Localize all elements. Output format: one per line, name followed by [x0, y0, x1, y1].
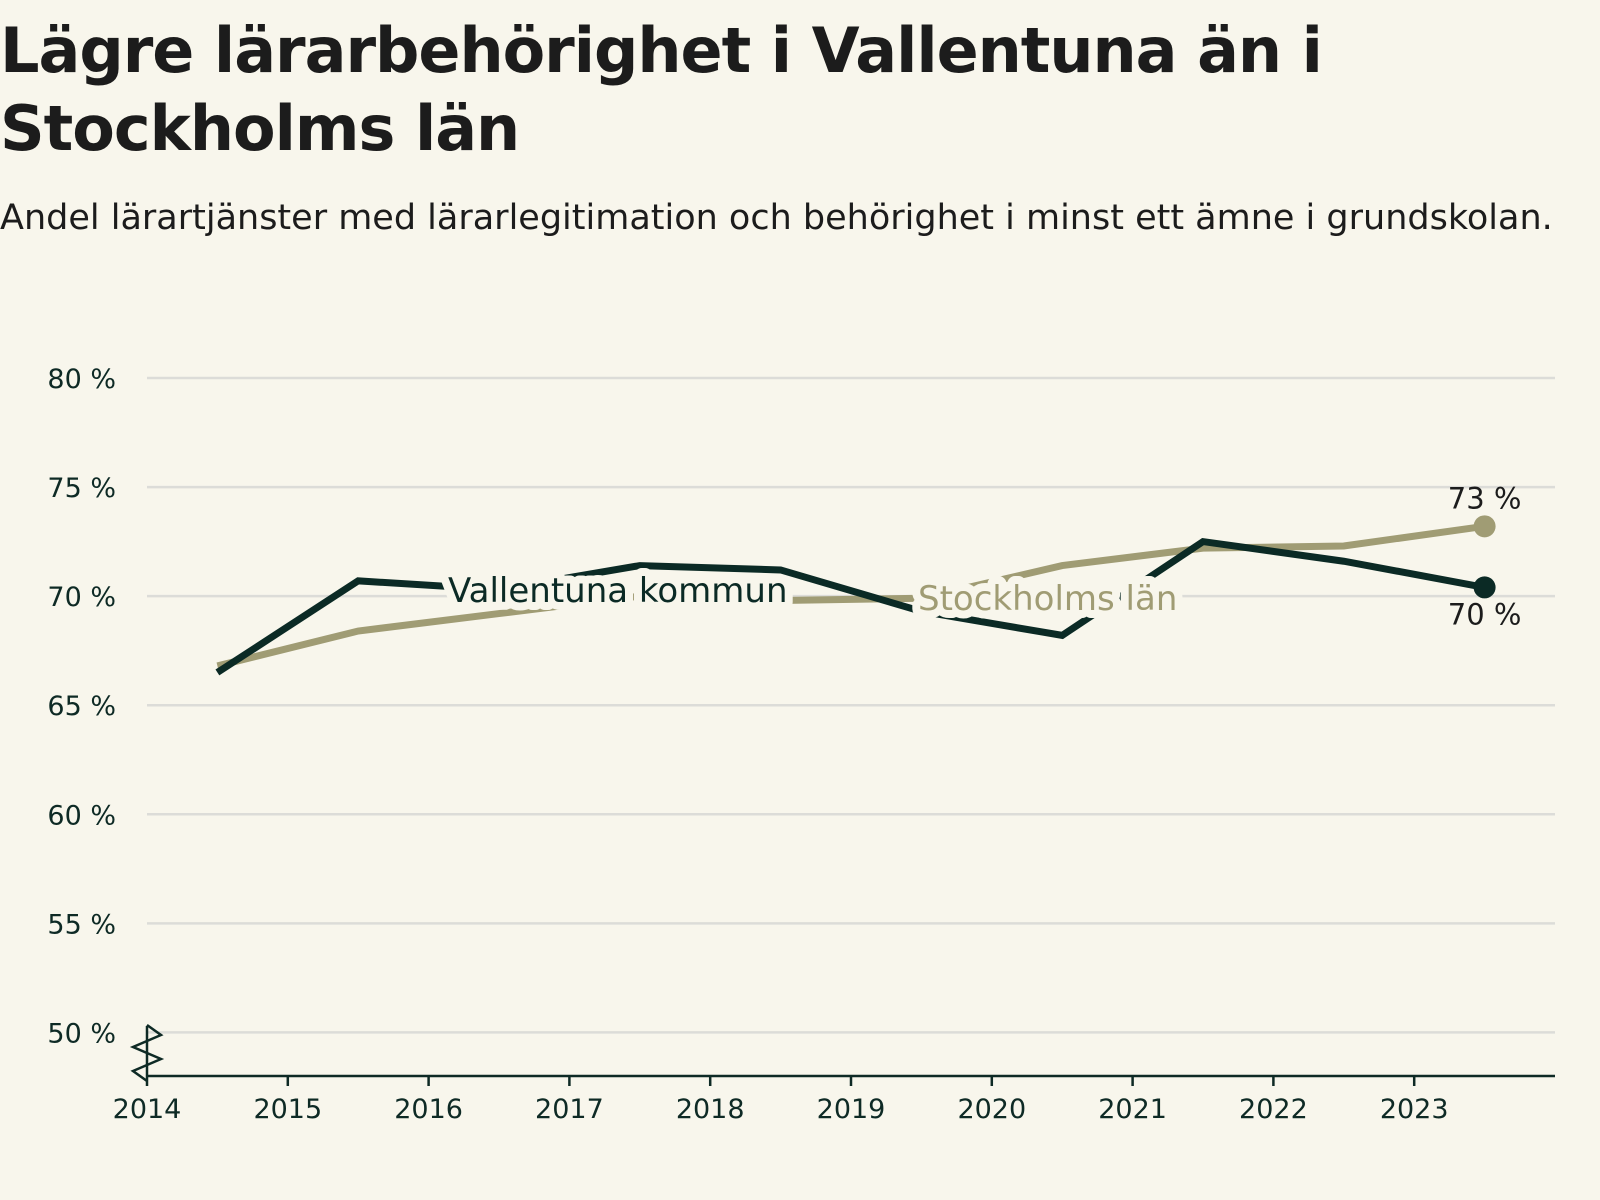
axis-break-icon [129, 1023, 165, 1083]
x-tick-label: 2021 [1098, 1094, 1167, 1125]
y-tick-label: 60 % [47, 800, 116, 831]
y-tick-label: 65 % [47, 691, 116, 722]
x-tick-label: 2015 [253, 1094, 322, 1125]
stockholm-line [216, 522, 1486, 670]
y-tick-label: 70 % [47, 582, 116, 613]
x-tick-label: 2018 [676, 1094, 745, 1125]
chart-title: Lägre lärarbehörighet i Vallentuna än i … [0, 14, 1323, 165]
x-tick-label: 2022 [1239, 1094, 1308, 1125]
stockholm-label-halo: Stockholms län [918, 579, 1177, 619]
stockholm-label: Stockholms län [918, 579, 1177, 619]
vallentuna-end-dot [1473, 576, 1496, 599]
y-tick-label: 80 % [47, 364, 116, 395]
vallentuna-label: Vallentuna kommun [448, 571, 788, 611]
stockholm-end-label: 73 % [1448, 481, 1522, 515]
x-tick-label: 2016 [394, 1094, 463, 1125]
y-tick-label: 75 % [47, 473, 116, 504]
y-tick-label: 50 % [47, 1018, 116, 1049]
stockholm-end-dot [1473, 515, 1496, 538]
vallentuna-line [215, 537, 1486, 676]
x-tick-label: 2023 [1380, 1094, 1449, 1125]
x-tick-label: 2017 [535, 1094, 604, 1125]
x-tick-label: 2014 [113, 1094, 182, 1125]
x-tick-label: 2020 [957, 1094, 1026, 1125]
x-tick-label: 2019 [817, 1094, 886, 1125]
vallentuna-label-halo: Vallentuna kommun [448, 571, 788, 611]
chart-subtitle: Andel lärartjänster med lärarlegitimatio… [0, 198, 1553, 238]
vallentuna-end-label: 70 % [1448, 597, 1522, 631]
y-tick-label: 55 % [47, 909, 116, 940]
